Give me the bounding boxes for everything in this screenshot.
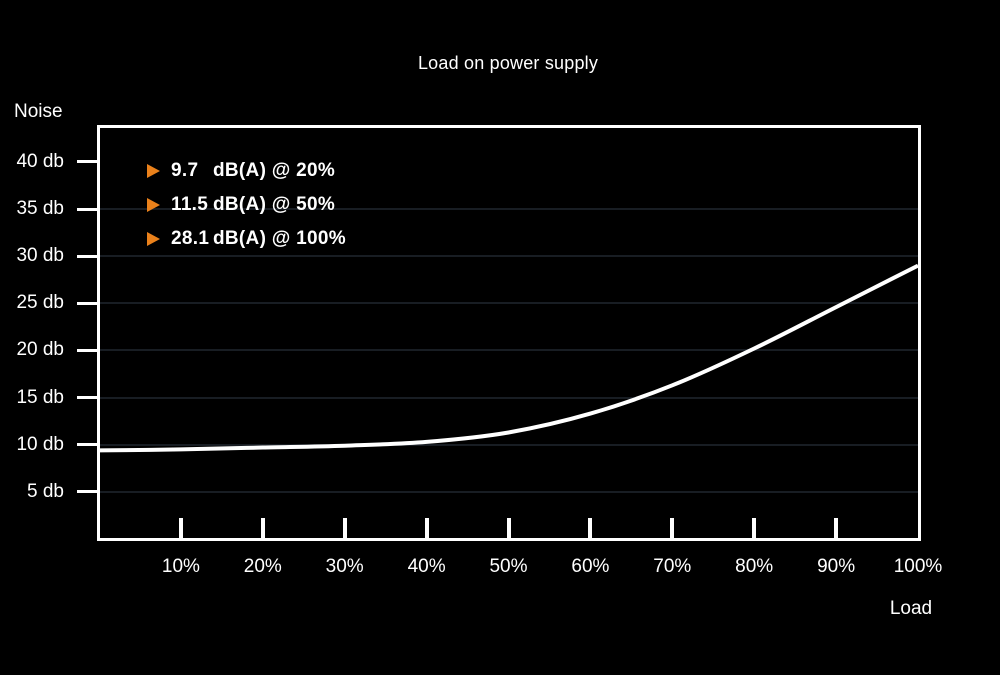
x-tick-label-30pct: 30% xyxy=(325,556,364,577)
gridline-10db xyxy=(100,443,918,446)
gridline-15db xyxy=(100,396,918,399)
triangle-right-icon xyxy=(147,231,160,246)
x-tick-80pct xyxy=(752,518,757,538)
x-tick-90pct xyxy=(834,518,839,538)
x-tick-label-10pct: 10% xyxy=(161,556,200,577)
x-tick-50pct xyxy=(506,518,511,538)
legend-value: 28.1 xyxy=(171,227,210,249)
x-tick-30pct xyxy=(342,518,347,538)
gridline-5db xyxy=(100,490,918,493)
y-tick-15db xyxy=(77,396,98,400)
legend-label: dB(A) @ 20% xyxy=(213,159,336,181)
x-tick-60pct xyxy=(588,518,593,538)
plot-area-frame xyxy=(97,125,921,541)
x-tick-40pct xyxy=(424,518,429,538)
noise-curve xyxy=(98,263,919,453)
x-tick-label-20pct: 20% xyxy=(243,556,282,577)
legend-label: dB(A) @ 50% xyxy=(213,193,336,215)
y-tick-label-15db: 15 db xyxy=(16,386,64,408)
y-tick-25db xyxy=(77,301,98,305)
legend-label: dB(A) @ 100% xyxy=(213,227,346,249)
x-tick-label-40pct: 40% xyxy=(407,556,446,577)
y-tick-label-5db: 5 db xyxy=(27,480,64,502)
y-tick-20db xyxy=(77,348,98,352)
y-tick-label-20db: 20 db xyxy=(16,339,64,361)
x-tick-label-90pct: 90% xyxy=(817,556,856,577)
y-tick-35db xyxy=(77,207,98,211)
y-tick-10db xyxy=(77,443,98,447)
triangle-right-icon xyxy=(147,197,160,212)
x-tick-label-60pct: 60% xyxy=(571,556,610,577)
legend: 9.7 dB(A) @ 20% 11.5 dB(A) @ 50% 28.1 dB… xyxy=(147,160,346,262)
y-tick-label-25db: 25 db xyxy=(16,292,64,314)
gridline-35db xyxy=(100,208,918,210)
noise-curve-path xyxy=(98,263,919,453)
x-tick-label-100pct: 100% xyxy=(893,556,943,577)
y-tick-label-30db: 30 db xyxy=(16,245,64,267)
x-tick-70pct xyxy=(670,518,675,538)
y-tick-30db xyxy=(77,254,98,258)
gridline-30db xyxy=(100,255,918,258)
gridline-25db xyxy=(100,302,918,305)
gridline-20db xyxy=(100,349,918,352)
y-tick-40db xyxy=(77,160,98,164)
x-axis-label: Load xyxy=(889,598,933,619)
legend-row-20pct: 9.7 dB(A) @ 20% xyxy=(147,160,346,181)
triangle-right-icon xyxy=(147,163,160,178)
chart-title: Load on power supply xyxy=(417,53,599,73)
y-axis-label: Noise xyxy=(14,101,63,122)
y-tick-label-35db: 35 db xyxy=(16,198,64,219)
y-tick-5db xyxy=(77,490,98,494)
y-tick-label-40db: 40 db xyxy=(16,150,64,172)
legend-row-50pct: 11.5 dB(A) @ 50% xyxy=(147,194,346,215)
y-tick-label-10db: 10 db xyxy=(16,433,64,455)
x-tick-label-80pct: 80% xyxy=(735,556,774,577)
x-tick-20pct xyxy=(260,518,265,538)
x-tick-10pct xyxy=(178,518,183,538)
x-tick-label-70pct: 70% xyxy=(653,556,692,577)
legend-value: 11.5 xyxy=(171,193,209,215)
legend-value: 9.7 xyxy=(171,159,199,181)
legend-row-100pct: 28.1 dB(A) @ 100% xyxy=(147,228,346,249)
x-tick-label-50pct: 50% xyxy=(489,556,528,577)
